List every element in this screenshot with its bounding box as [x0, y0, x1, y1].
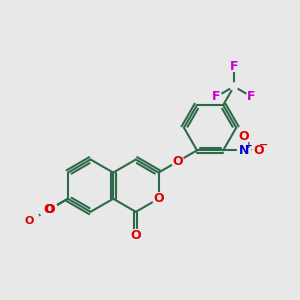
Circle shape [21, 213, 38, 229]
Text: O: O [130, 229, 141, 242]
Text: O: O [239, 130, 249, 143]
Text: N: N [239, 144, 249, 157]
Text: O: O [253, 144, 264, 157]
Circle shape [44, 203, 55, 215]
Circle shape [238, 131, 250, 143]
Circle shape [40, 201, 58, 219]
Circle shape [19, 211, 40, 231]
Circle shape [43, 204, 55, 216]
Text: O: O [43, 203, 54, 216]
Circle shape [172, 155, 184, 167]
Text: F: F [212, 90, 220, 103]
Circle shape [211, 91, 222, 102]
Text: −: − [259, 140, 268, 150]
Circle shape [230, 83, 238, 90]
Text: O: O [25, 216, 34, 226]
Circle shape [246, 91, 257, 102]
Circle shape [153, 193, 164, 205]
Circle shape [238, 144, 250, 157]
Circle shape [229, 61, 239, 71]
Text: F: F [247, 90, 256, 103]
Text: F: F [230, 60, 238, 73]
Text: +: + [245, 140, 253, 149]
Text: O: O [44, 203, 55, 216]
Text: O: O [172, 155, 183, 168]
Circle shape [130, 230, 142, 241]
Text: O: O [153, 192, 164, 205]
Circle shape [252, 144, 264, 156]
